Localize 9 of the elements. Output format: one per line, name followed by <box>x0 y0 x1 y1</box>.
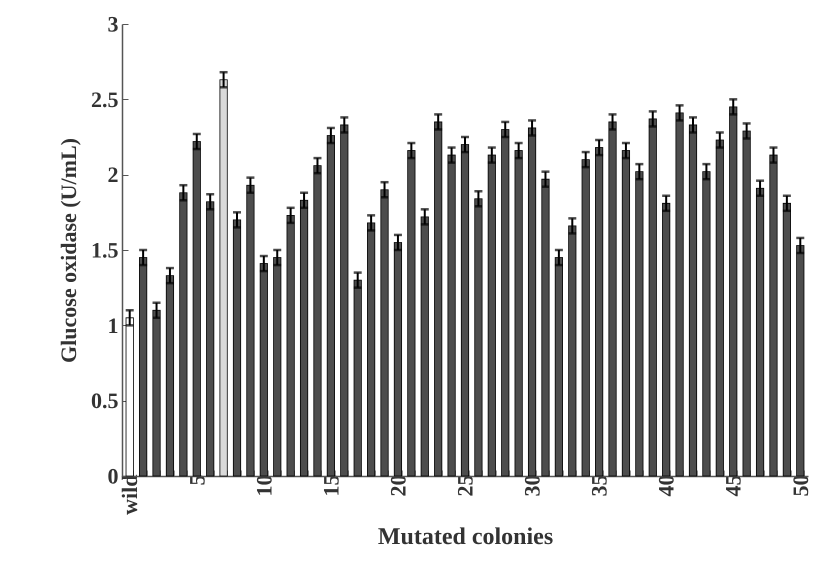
y-tick-label: 0 <box>108 464 118 488</box>
y-tick-label: 1 <box>108 312 118 338</box>
y-axis-title: Glucose oxidase (U/mL) <box>56 138 81 363</box>
y-tick-label: 1.5 <box>91 238 118 262</box>
y-tick-label: 0.5 <box>91 388 118 414</box>
y-tick-label: 2 <box>108 162 118 188</box>
y-tick-label: 3 <box>108 12 118 36</box>
x-axis-title: Mutated colonies <box>378 524 554 550</box>
y-tick-label: 2.5 <box>91 86 118 112</box>
